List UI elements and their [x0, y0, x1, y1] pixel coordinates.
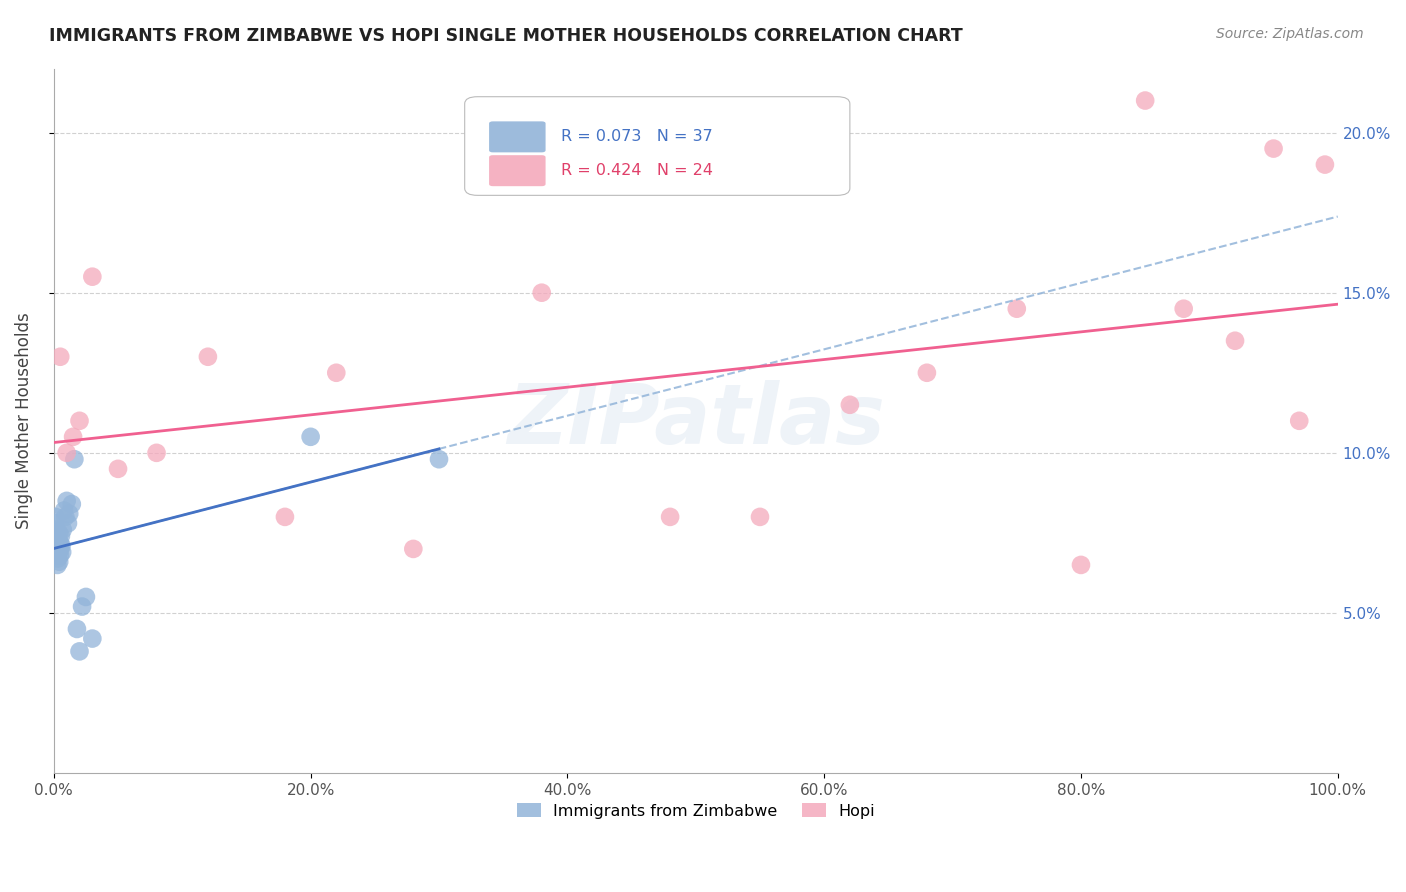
Point [325, 366, 347, 380]
FancyBboxPatch shape [465, 96, 849, 195]
Point [1223, 334, 1246, 348]
Text: R = 0.073   N = 37: R = 0.073 N = 37 [561, 129, 713, 145]
Point [56, 516, 79, 531]
Point [427, 452, 450, 467]
Point [49, 541, 72, 556]
Point [659, 509, 682, 524]
Point [915, 366, 938, 380]
Point [49, 529, 72, 543]
Point [82, 632, 104, 646]
Point [44, 525, 66, 540]
Point [55, 494, 77, 508]
Point [145, 446, 167, 460]
FancyBboxPatch shape [489, 121, 546, 153]
Point [402, 541, 425, 556]
Point [60, 497, 83, 511]
Point [48, 535, 70, 549]
Point [838, 398, 860, 412]
Point [1288, 414, 1310, 428]
Point [46, 558, 69, 572]
Legend: Immigrants from Zimbabwe, Hopi: Immigrants from Zimbabwe, Hopi [510, 797, 882, 825]
FancyBboxPatch shape [489, 155, 546, 186]
Point [1133, 94, 1156, 108]
Point [46, 539, 69, 553]
Point [46, 551, 69, 566]
Point [197, 350, 219, 364]
Point [45, 523, 67, 537]
Text: Source: ZipAtlas.com: Source: ZipAtlas.com [1216, 27, 1364, 41]
Point [51, 545, 73, 559]
Point [46, 533, 69, 547]
Point [69, 414, 91, 428]
Point [44, 509, 66, 524]
Point [1070, 558, 1092, 572]
Point [66, 622, 89, 636]
Point [530, 285, 553, 300]
Point [46, 541, 69, 556]
Point [52, 523, 75, 537]
Point [55, 509, 77, 524]
Point [63, 452, 86, 467]
Point [69, 644, 91, 658]
Point [1173, 301, 1195, 316]
Point [55, 446, 77, 460]
Point [49, 350, 72, 364]
Point [48, 525, 70, 540]
Point [45, 533, 67, 547]
Point [53, 503, 76, 517]
Point [44, 516, 66, 531]
Point [299, 430, 322, 444]
Point [70, 599, 93, 614]
Point [49, 549, 72, 563]
Point [48, 545, 70, 559]
Text: IMMIGRANTS FROM ZIMBABWE VS HOPI SINGLE MOTHER HOUSEHOLDS CORRELATION CHART: IMMIGRANTS FROM ZIMBABWE VS HOPI SINGLE … [49, 27, 963, 45]
Point [45, 549, 67, 563]
Point [1263, 142, 1285, 156]
Point [48, 555, 70, 569]
Point [51, 539, 73, 553]
Point [749, 509, 772, 524]
Point [75, 590, 97, 604]
Point [107, 462, 129, 476]
Point [274, 509, 297, 524]
Point [58, 507, 80, 521]
Point [1313, 158, 1336, 172]
Point [82, 269, 104, 284]
Point [45, 529, 67, 543]
Text: R = 0.424   N = 24: R = 0.424 N = 24 [561, 163, 713, 178]
Text: ZIPatlas: ZIPatlas [506, 380, 884, 461]
Point [62, 430, 84, 444]
Point [1005, 301, 1028, 316]
Point [44, 535, 66, 549]
Y-axis label: Single Mother Households: Single Mother Households [15, 312, 32, 529]
